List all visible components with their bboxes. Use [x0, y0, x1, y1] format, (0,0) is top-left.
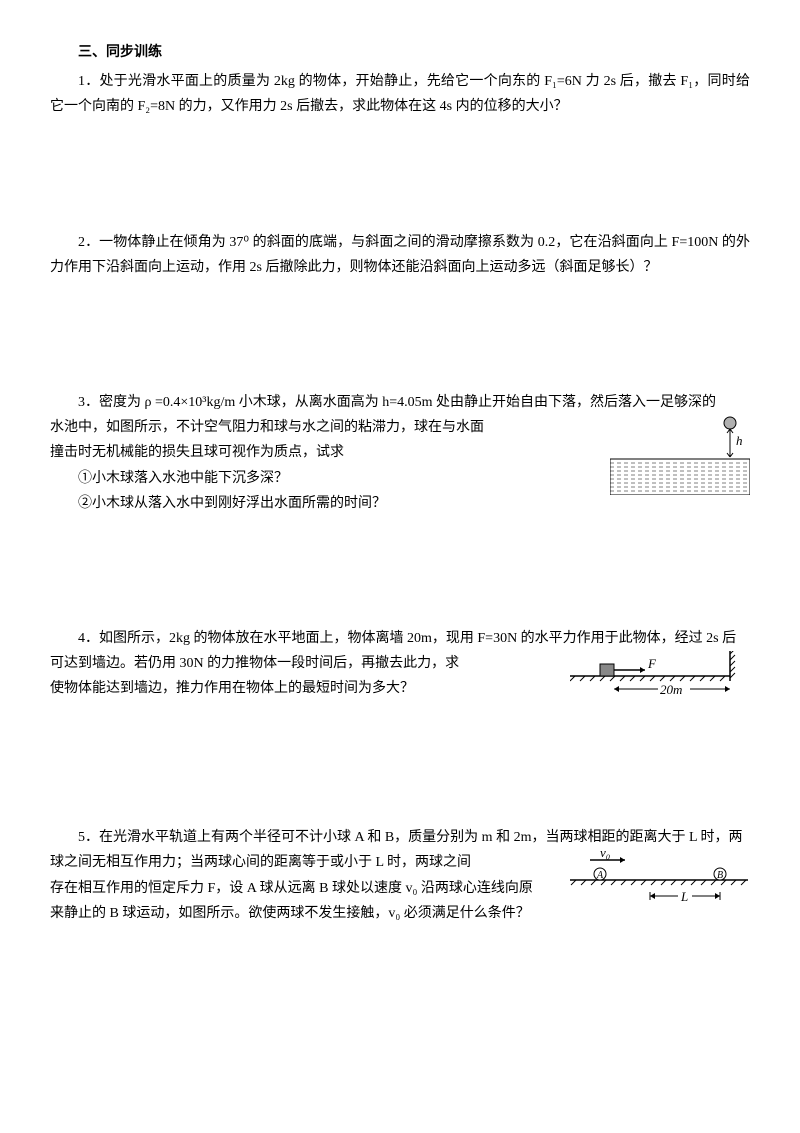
- water-pool: [610, 459, 750, 495]
- problem-5-line1: 5．在光滑水平轨道上有两个半径可不计小球 A 和 B，质量分别为 m 和 2m，…: [50, 825, 750, 850]
- problem-2-text: 2．一物体静止在倾角为 37⁰ 的斜面的底端，与斜面之间的滑动摩擦系数为 0.2…: [50, 230, 750, 280]
- l-label: L: [680, 889, 688, 904]
- problem-4-figure: F 20m: [570, 651, 750, 715]
- b-label: B: [717, 870, 723, 881]
- h-label: h: [736, 433, 743, 448]
- v-label: v₀: [600, 850, 610, 860]
- f-label: F: [647, 656, 657, 671]
- problem-3-line1: 3．密度为 ρ =0.4×10³kg/m 小木球，从离水面高为 h=4.05m …: [50, 390, 750, 415]
- water-pattern: [610, 463, 750, 491]
- problem-3-figure: h: [610, 415, 750, 504]
- a-label: A: [596, 870, 604, 881]
- block-icon: [600, 664, 614, 676]
- distance-label: 20m: [660, 682, 682, 697]
- section-title: 三、同步训练: [50, 40, 750, 65]
- problem-5-figure: v₀ A: [570, 850, 750, 919]
- problem-5: 5．在光滑水平轨道上有两个半径可不计小球 A 和 B，质量分别为 m 和 2m，…: [50, 825, 750, 926]
- problem-3: 3．密度为 ρ =0.4×10³kg/m 小木球，从离水面高为 h=4.05m …: [50, 390, 750, 516]
- ball-icon: [724, 417, 736, 429]
- problem-4-line1: 4．如图所示，2kg 的物体放在水平地面上，物体离墙 20m，现用 F=30N …: [50, 626, 750, 651]
- problem-2: 2．一物体静止在倾角为 37⁰ 的斜面的底端，与斜面之间的滑动摩擦系数为 0.2…: [50, 230, 750, 280]
- problem-4: 4．如图所示，2kg 的物体放在水平地面上，物体离墙 20m，现用 F=30N …: [50, 626, 750, 715]
- problem-1-text: 1．处于光滑水平面上的质量为 2kg 的物体，开始静止，先给它一个向东的 F₁=…: [50, 69, 750, 119]
- problem-1: 1．处于光滑水平面上的质量为 2kg 的物体，开始静止，先给它一个向东的 F₁=…: [50, 69, 750, 119]
